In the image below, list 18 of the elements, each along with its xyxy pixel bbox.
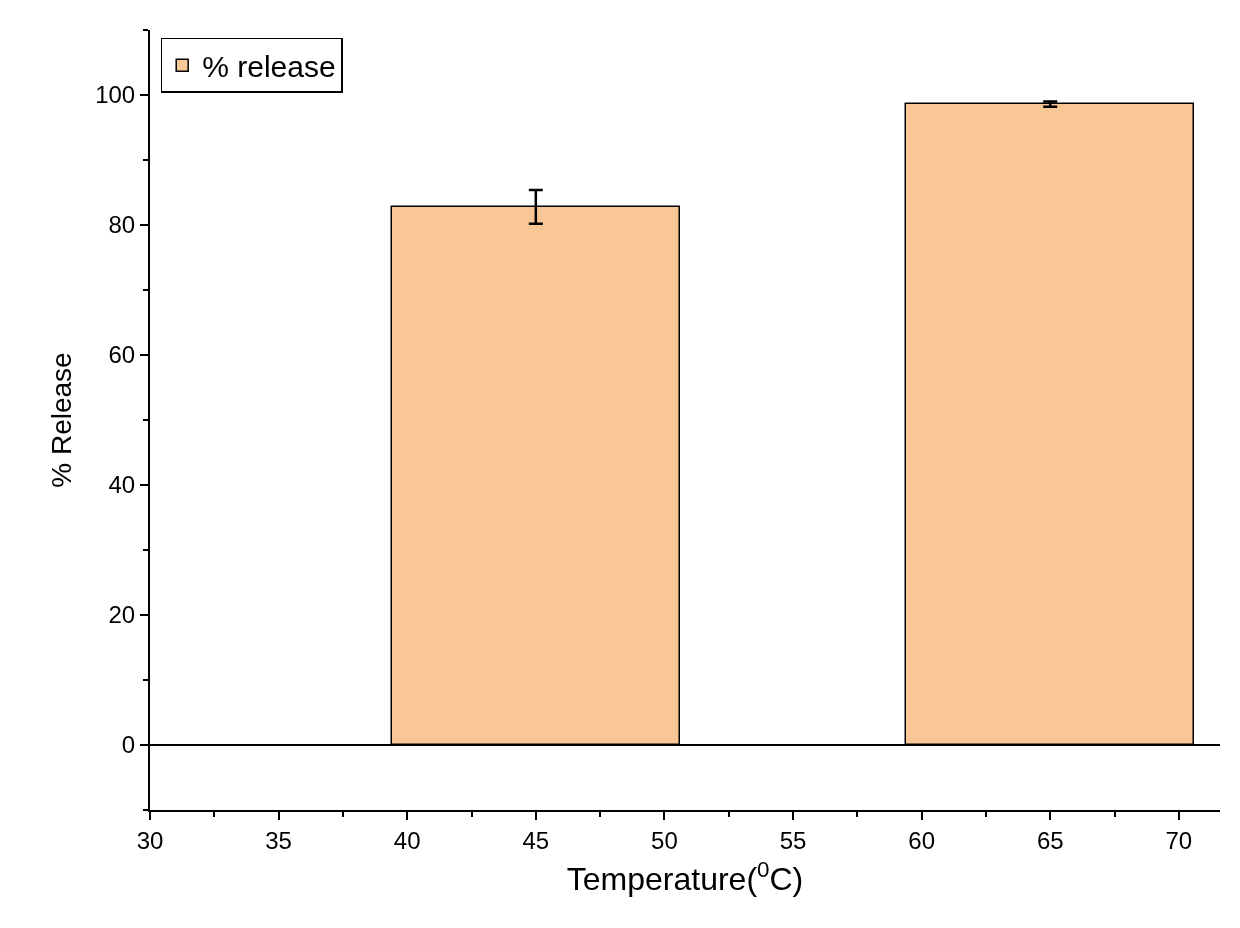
y-tick-label: 80 — [108, 211, 136, 239]
x-tick-label: 45 — [522, 826, 550, 854]
x-tick-label: 50 — [651, 826, 678, 854]
y-tick-label: 60 — [108, 341, 136, 369]
y-tick-label: 20 — [108, 601, 136, 629]
x-tick-label: 30 — [136, 826, 164, 854]
x-tick-label: 70 — [1165, 826, 1193, 854]
y-tick-label: 100 — [95, 81, 136, 109]
x-tick-label: 55 — [779, 826, 807, 854]
y-axis-title: % Release — [46, 352, 78, 488]
x-tick-label: 40 — [393, 826, 421, 854]
x-tick-label: 35 — [265, 826, 292, 854]
x-axis-title: Temperature($^{0}$C) — [566, 856, 804, 898]
x-tick-label: 65 — [1036, 826, 1064, 854]
y-tick-label: 40 — [108, 471, 136, 499]
y-tick-label: 0 — [121, 731, 136, 759]
x-tick-label: 60 — [908, 826, 935, 854]
legend-label: % release — [202, 50, 336, 83]
